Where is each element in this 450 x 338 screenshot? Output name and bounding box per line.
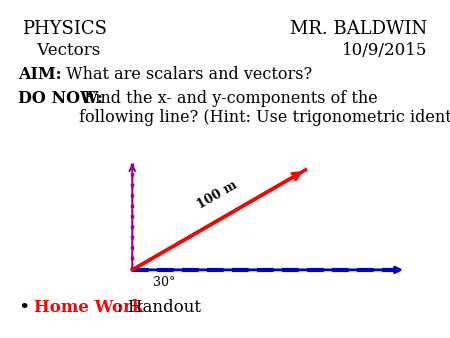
Text: •: • xyxy=(18,299,29,317)
Text: What are scalars and vectors?: What are scalars and vectors? xyxy=(61,66,312,83)
Text: Vectors: Vectors xyxy=(32,42,100,59)
Text: Home Work: Home Work xyxy=(34,299,143,316)
Text: : Handout: : Handout xyxy=(117,299,201,316)
Text: DO NOW:: DO NOW: xyxy=(18,90,103,106)
Text: MR. BALDWIN: MR. BALDWIN xyxy=(290,20,428,38)
Text: 100 m: 100 m xyxy=(195,178,239,211)
Text: Find the x- and y-components of the
following line? (Hint: Use trigonometric ide: Find the x- and y-components of the foll… xyxy=(79,90,450,126)
Text: AIM:: AIM: xyxy=(18,66,62,83)
Text: 10/9/2015: 10/9/2015 xyxy=(342,42,428,59)
Text: PHYSICS: PHYSICS xyxy=(22,20,108,38)
Text: 30°: 30° xyxy=(153,276,175,289)
